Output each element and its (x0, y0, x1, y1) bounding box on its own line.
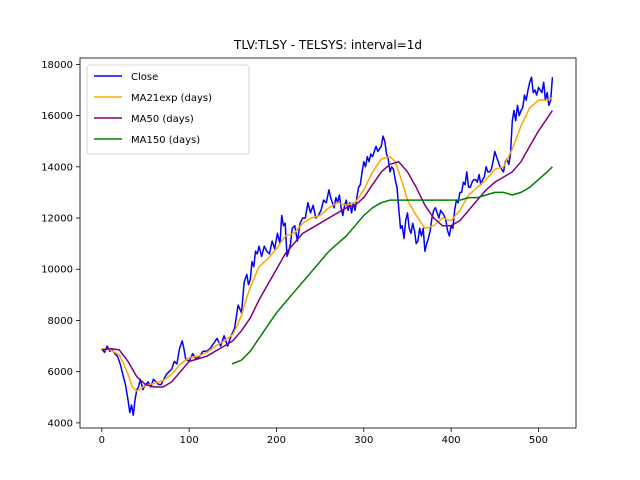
y-tick-label-6: 16000 (41, 111, 73, 122)
legend-box (86, 64, 250, 155)
legend-label-2: MA50 (days) (131, 114, 194, 125)
y-tick-label-5: 14000 (41, 162, 73, 173)
x-tick-label-2: 200 (267, 435, 286, 446)
y-tick-label-0: 4000 (48, 418, 73, 429)
plot-frame (79, 57, 577, 429)
y-tick-label-4: 12000 (41, 214, 73, 225)
x-tick-label-3: 300 (354, 435, 373, 446)
chart-title: TLV:TLSY - TELSYS: interval=1d (233, 38, 422, 52)
x-tick-label-5: 500 (529, 435, 548, 446)
y-tick-label-7: 18000 (41, 60, 73, 71)
x-tick-label-4: 400 (442, 435, 461, 446)
legend-label-1: MA21exp (days) (131, 93, 212, 104)
series-line-0 (101, 76, 554, 416)
legend-label-0: Close (131, 72, 158, 83)
y-tick-label-1: 6000 (48, 367, 73, 378)
series-line-3 (231, 166, 553, 365)
y-tick-label-3: 10000 (41, 265, 73, 276)
x-tick-label-0: 0 (99, 435, 105, 446)
legend: Close MA21exp (days) MA50 (days) MA150 (day… (86, 64, 250, 155)
series-line-1 (101, 97, 553, 392)
y-tick-label-2: 8000 (48, 316, 73, 327)
x-tick-label-1: 100 (180, 435, 199, 446)
legend-label-3: MA150 (days) (131, 135, 200, 146)
